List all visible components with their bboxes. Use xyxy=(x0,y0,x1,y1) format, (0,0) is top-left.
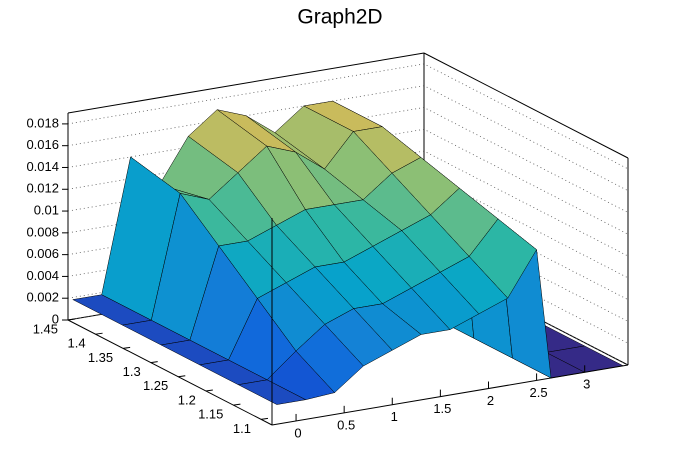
grid-line xyxy=(67,85,629,192)
tick-mark xyxy=(67,318,76,321)
tick-mark xyxy=(260,417,269,420)
x-tick-label: 2.5 xyxy=(530,385,548,400)
x-tick-label: 1.5 xyxy=(433,401,451,416)
tick-mark xyxy=(95,332,103,335)
chart-title: Graph2D xyxy=(297,6,382,29)
z-tick-label: 0.014 xyxy=(26,159,59,174)
y-tick-label: 1.1 xyxy=(233,421,251,436)
z-tick-label: 0.018 xyxy=(26,115,59,130)
y-tick-label: 1.15 xyxy=(198,407,223,422)
z-tick-label: 0.008 xyxy=(26,224,59,239)
y-tick-label: 1.2 xyxy=(178,392,196,407)
z-tick-label: 0.004 xyxy=(26,268,59,283)
box-edge xyxy=(423,52,629,159)
box-edge xyxy=(271,364,629,426)
z-tick-label: 0.012 xyxy=(26,181,59,196)
y-tick-label: 1.35 xyxy=(88,350,113,365)
z-tick-label: 0.01 xyxy=(34,202,59,217)
x-tick-label: 0 xyxy=(294,425,301,440)
tick-mark xyxy=(150,361,158,364)
tick-mark xyxy=(178,375,186,378)
y-tick-label: 1.45 xyxy=(33,321,58,336)
y-tick-label: 1.25 xyxy=(143,378,168,393)
z-tick-label: 0.016 xyxy=(26,137,59,152)
z-tick-label: 0 xyxy=(52,311,59,326)
tick-mark xyxy=(205,389,213,392)
y-tick-label: 1.4 xyxy=(67,336,85,351)
x-tick-label: 2 xyxy=(487,393,494,408)
box-edge xyxy=(67,52,425,114)
grid-line xyxy=(67,63,629,170)
z-tick-label: 0.002 xyxy=(26,290,59,305)
z-tick-label: 0.006 xyxy=(26,246,59,261)
x-tick-label: 0.5 xyxy=(337,417,355,432)
y-tick-label: 1.3 xyxy=(123,364,141,379)
x-tick-label: 1 xyxy=(391,409,398,424)
x-tick-label: 3 xyxy=(583,377,590,392)
tick-mark xyxy=(123,346,131,349)
tick-mark xyxy=(233,403,241,406)
box-edge xyxy=(67,319,273,426)
